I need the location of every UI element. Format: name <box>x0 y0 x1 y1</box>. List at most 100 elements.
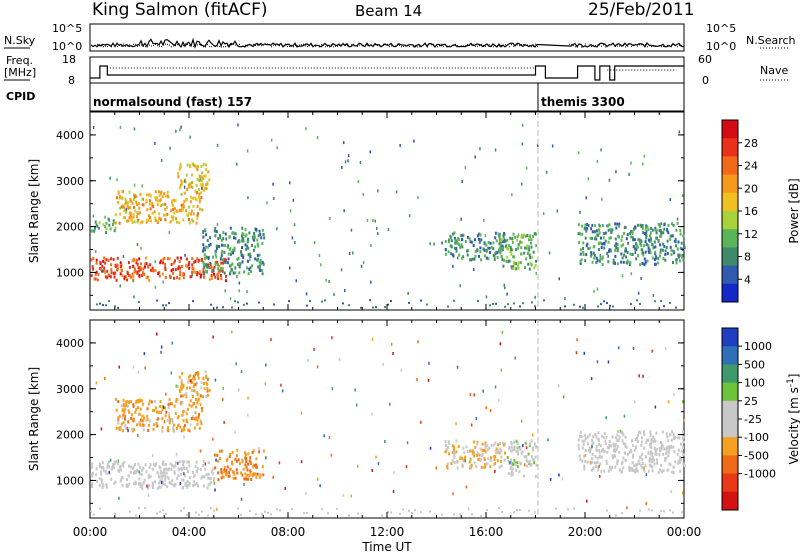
data-cell <box>504 442 507 446</box>
data-cell <box>159 400 162 403</box>
data-cell <box>676 222 679 226</box>
sparse-cell <box>333 293 335 297</box>
data-cell <box>473 257 476 261</box>
data-cell <box>498 235 501 239</box>
data-cell <box>139 465 142 469</box>
data-cell <box>147 265 150 269</box>
data-cell <box>190 212 193 216</box>
ground-scatter <box>387 303 389 306</box>
data-cell <box>174 464 177 468</box>
sparse-cell <box>229 297 232 301</box>
sparse-cell <box>558 473 560 477</box>
data-cell <box>234 457 237 461</box>
data-cell <box>579 261 582 265</box>
ground-scatter <box>681 511 683 514</box>
sparse-cell <box>371 337 374 341</box>
data-cell <box>528 267 531 271</box>
sparse-cell <box>238 289 240 293</box>
date-title: 25/Feb/2011 <box>588 0 695 20</box>
data-cell <box>481 448 484 452</box>
data-cell <box>649 432 652 436</box>
data-cell <box>165 213 167 217</box>
data-cell <box>578 454 581 458</box>
data-cell <box>251 474 254 478</box>
ground-scatter <box>639 303 641 305</box>
data-cell <box>249 266 252 270</box>
data-cell <box>608 440 611 444</box>
data-cell <box>456 237 459 241</box>
data-cell <box>176 385 179 388</box>
data-cell <box>172 204 175 207</box>
ground-scatter <box>636 299 638 302</box>
data-cell <box>163 213 165 217</box>
data-cell <box>530 263 533 267</box>
data-cell <box>201 208 204 212</box>
sparse-cell <box>623 414 626 418</box>
sparse-cell <box>320 263 322 267</box>
data-cell <box>532 234 535 238</box>
data-cell <box>651 256 654 260</box>
data-cell <box>659 446 662 450</box>
data-cell <box>124 216 126 220</box>
sparse-cell <box>289 181 291 185</box>
data-cell <box>643 446 646 450</box>
data-cell <box>622 433 625 437</box>
sparse-cell <box>347 154 350 158</box>
sparse-cell <box>222 387 224 390</box>
data-cell <box>655 231 658 235</box>
data-cell <box>654 262 657 266</box>
data-cell <box>119 464 122 468</box>
data-cell <box>90 258 93 262</box>
ground-scatter <box>138 507 140 510</box>
data-cell <box>182 426 185 429</box>
data-cell <box>518 243 520 247</box>
ground-scatter <box>612 305 614 308</box>
sparse-cell <box>201 186 203 190</box>
data-cell <box>91 462 94 466</box>
data-cell <box>161 195 164 199</box>
data-cell <box>196 373 199 377</box>
data-cell <box>631 236 634 240</box>
data-cell <box>486 444 489 448</box>
data-cell <box>191 173 193 177</box>
data-cell <box>178 277 181 281</box>
sparse-cell <box>590 461 592 465</box>
data-cell <box>151 211 154 215</box>
sparse-cell <box>175 129 177 133</box>
sparse-cell <box>200 386 202 390</box>
sparse-cell <box>464 459 467 463</box>
data-cell <box>667 450 670 454</box>
station-title: King Salmon (fitACF) <box>92 0 268 20</box>
data-cell <box>128 190 131 194</box>
data-cell <box>472 440 475 444</box>
data-cell <box>585 253 588 257</box>
data-cell <box>181 400 184 404</box>
data-cell <box>583 454 586 458</box>
data-cell <box>233 472 236 476</box>
data-cell <box>659 251 662 254</box>
data-cell <box>220 449 223 453</box>
data-cell <box>135 469 138 473</box>
data-cell <box>193 483 196 487</box>
data-cell <box>192 377 195 381</box>
data-cell <box>150 219 152 223</box>
data-cell <box>151 202 154 206</box>
data-cell <box>469 465 472 468</box>
data-cell <box>261 465 264 469</box>
data-cell <box>630 230 633 234</box>
data-cell <box>647 228 650 232</box>
data-cell <box>173 423 176 427</box>
data-cell <box>680 241 683 245</box>
data-cell <box>485 256 488 260</box>
data-cell <box>587 448 590 452</box>
data-cell <box>95 467 98 471</box>
data-cell <box>586 435 589 439</box>
ground-scatter <box>519 305 521 308</box>
data-cell <box>249 252 252 256</box>
data-cell <box>122 190 124 194</box>
sparse-cell <box>484 234 487 238</box>
data-cell <box>178 260 181 263</box>
data-cell <box>172 199 175 203</box>
data-cell <box>581 439 584 443</box>
data-cell <box>139 262 142 266</box>
